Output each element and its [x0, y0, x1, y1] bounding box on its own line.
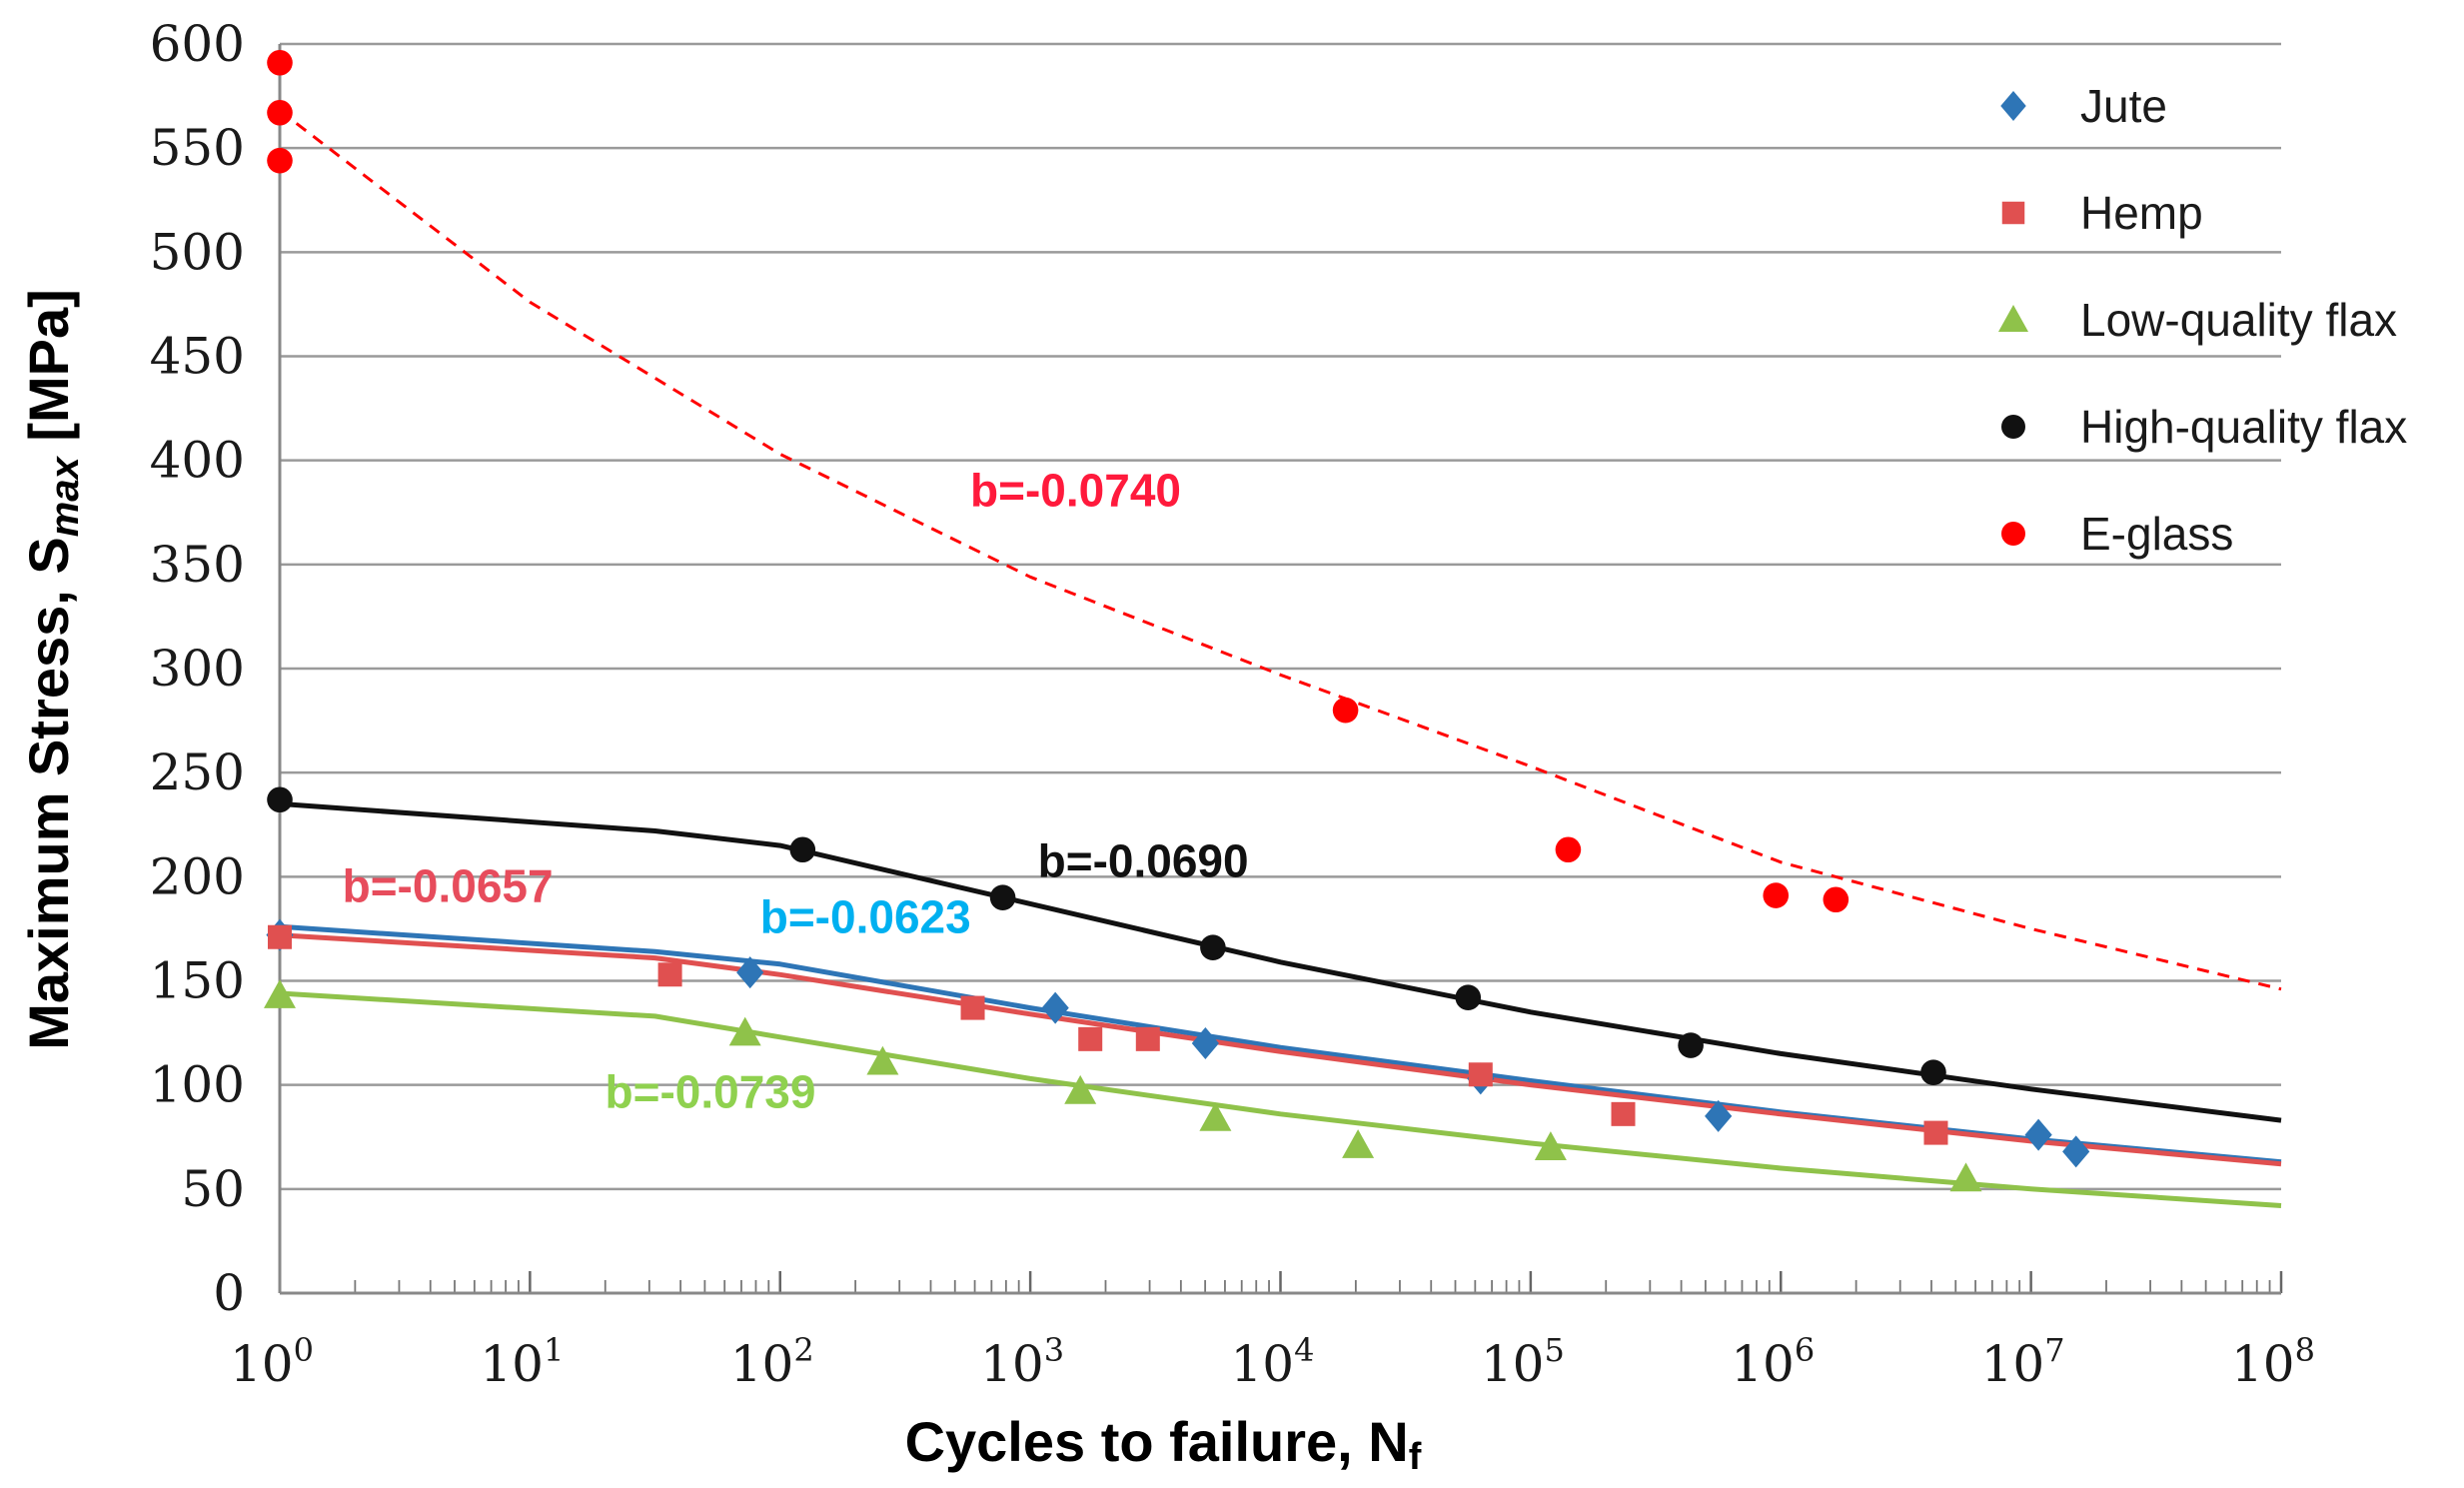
x-tick-label: 105	[1481, 1331, 1565, 1393]
y-tick-label: 0	[213, 1264, 245, 1322]
data-point	[264, 979, 296, 1008]
fit-labels: b=-0.0623 b=-0.0657 b=-0.0739 b=-0.0690 b=-0…	[343, 465, 1249, 1118]
y-tick-label: 600	[150, 15, 245, 73]
data-point	[268, 924, 292, 949]
x-tick-label: 104	[1231, 1331, 1315, 1393]
x-tick-label: 108	[2231, 1331, 2315, 1393]
y-tick-label: 450	[150, 328, 245, 386]
x-tick-label: 101	[480, 1331, 564, 1393]
x-tick-label: 102	[730, 1331, 814, 1393]
data-point	[960, 995, 985, 1020]
fit-curve	[279, 932, 2282, 1167]
legend-entry: Low-quality flax	[1998, 294, 2397, 346]
fit-label: b=-0.0739	[605, 1066, 815, 1118]
y-tick-label: 550	[150, 119, 245, 177]
x-tick-label: 100	[230, 1331, 314, 1393]
data-points	[264, 49, 2090, 1192]
legend-marker	[2001, 415, 2025, 439]
y-tick-label: 500	[150, 223, 245, 281]
x-tick-label: 107	[1981, 1331, 2065, 1393]
data-point	[1199, 1102, 1232, 1131]
legend-label: Hemp	[2080, 187, 2203, 239]
y-tick-label: 350	[150, 536, 245, 594]
y-tick-label: 50	[181, 1160, 245, 1218]
data-point	[1763, 882, 1790, 908]
legend-label: High-quality flax	[2080, 401, 2407, 453]
y-tick-label: 200	[150, 847, 245, 905]
fit-curve	[279, 990, 2282, 1208]
data-point	[1332, 697, 1359, 724]
legend-label: E-glass	[2080, 508, 2233, 560]
legend-entry: Jute	[2000, 80, 2167, 132]
y-tick-label: 250	[150, 744, 245, 801]
legend-entry: Hemp	[2001, 187, 2203, 239]
data-point	[1823, 886, 1849, 913]
data-point	[1064, 1074, 1097, 1104]
legend-marker	[2001, 201, 2025, 225]
data-point	[267, 786, 293, 813]
x-tick-label: 106	[1731, 1331, 1815, 1393]
y-tick-label: 300	[150, 640, 245, 698]
data-point	[267, 99, 293, 126]
data-point	[2024, 1118, 2052, 1151]
x-tick-labels: 100 101 102 103 104 105 106 107 108	[230, 1331, 2315, 1393]
data-point	[1078, 1026, 1103, 1051]
data-point	[1920, 1059, 1946, 1085]
data-point	[1949, 1162, 1982, 1192]
legend-entry: E-glass	[2001, 508, 2233, 560]
fit-curve	[279, 109, 2282, 991]
data-point	[728, 1016, 761, 1046]
x-minor-ticks	[278, 1271, 2283, 1293]
fit-curve	[279, 800, 2282, 1123]
data-point	[736, 956, 764, 989]
data-point	[1705, 1099, 1733, 1132]
data-point	[1191, 1027, 1219, 1059]
legend-marker	[1998, 305, 2028, 332]
data-point	[657, 962, 682, 987]
y-tick-label: 150	[150, 952, 245, 1010]
data-point	[866, 1045, 899, 1075]
x-axis-title: Cycles to failure, Nf	[905, 1410, 1422, 1478]
y-tick-label: 400	[150, 432, 245, 490]
y-axis-title: Maximum Stress, Smax [MPa]	[17, 289, 87, 1050]
data-point	[789, 836, 816, 863]
legend-label: Low-quality flax	[2080, 294, 2397, 346]
data-point	[1135, 1026, 1160, 1051]
data-point	[1555, 836, 1582, 863]
data-point	[1534, 1131, 1567, 1160]
data-point	[1611, 1101, 1636, 1126]
fit-label: b=-0.0690	[1038, 834, 1249, 886]
data-point	[2062, 1135, 2090, 1168]
legend-marker	[2000, 91, 2026, 121]
fit-label: b=-0.0623	[760, 891, 971, 943]
data-point	[1041, 991, 1069, 1024]
y-tick-labels: 0 50 100 150 200 250 300 350 400 450 500 550 600	[150, 15, 245, 1322]
data-point	[1342, 1129, 1375, 1158]
grid-lines	[280, 42, 2281, 1191]
legend-marker	[2001, 522, 2025, 546]
x-tick-label: 103	[980, 1331, 1064, 1393]
data-point	[989, 884, 1016, 910]
data-point	[1200, 934, 1226, 960]
legend-entry: High-quality flax	[2001, 401, 2407, 453]
fit-label: b=-0.0740	[970, 465, 1181, 517]
data-point	[1678, 1032, 1704, 1058]
data-point	[267, 147, 293, 174]
legend: Jute Hemp Low-quality flax High-quality fla…	[1998, 80, 2407, 560]
data-point	[267, 49, 293, 76]
fit-label: b=-0.0657	[343, 859, 554, 911]
data-point	[1468, 1062, 1493, 1087]
fit-curves	[279, 109, 2282, 1208]
data-point	[1923, 1120, 1948, 1145]
y-tick-label: 100	[150, 1056, 245, 1114]
data-point	[1455, 984, 1482, 1010]
legend-label: Jute	[2080, 80, 2167, 132]
